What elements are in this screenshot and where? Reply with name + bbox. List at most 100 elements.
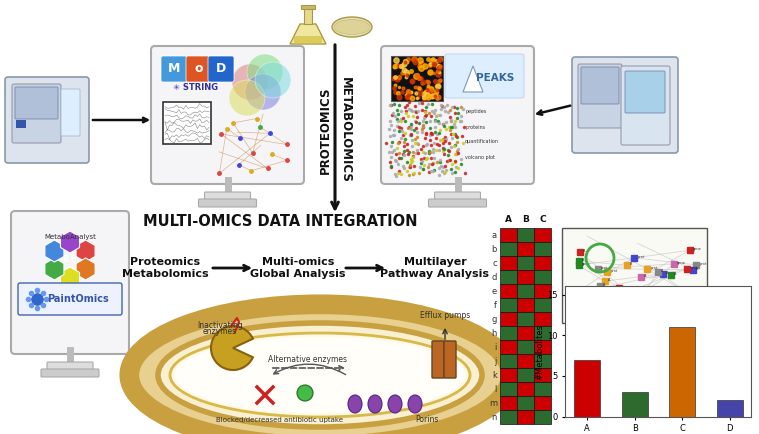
Text: c: c <box>493 259 497 267</box>
Text: Proteomics: Proteomics <box>130 257 200 267</box>
Text: ✳ STRING: ✳ STRING <box>173 83 218 92</box>
Bar <box>500 396 517 410</box>
Ellipse shape <box>348 395 362 413</box>
Text: prot: prot <box>699 262 707 266</box>
Bar <box>534 256 551 270</box>
FancyBboxPatch shape <box>199 199 257 207</box>
Text: A: A <box>660 269 663 273</box>
Bar <box>500 228 517 242</box>
Text: Pathway Analysis: Pathway Analysis <box>380 269 490 279</box>
Bar <box>534 312 551 326</box>
Bar <box>517 298 534 312</box>
Bar <box>669 327 695 417</box>
Text: gene: gene <box>581 262 591 266</box>
Bar <box>500 298 517 312</box>
Y-axis label: #Metabolites: #Metabolites <box>536 323 544 380</box>
Bar <box>534 340 551 354</box>
Bar <box>500 354 517 368</box>
Bar <box>500 326 517 340</box>
Text: PaintOmics: PaintOmics <box>47 294 109 304</box>
Bar <box>517 228 534 242</box>
Text: prot: prot <box>600 266 608 270</box>
Ellipse shape <box>125 300 515 434</box>
Bar <box>517 382 534 396</box>
Bar <box>534 354 551 368</box>
Bar <box>301 5 315 9</box>
Bar <box>517 340 534 354</box>
FancyBboxPatch shape <box>18 283 122 315</box>
Circle shape <box>297 385 313 401</box>
Text: m: m <box>489 398 497 408</box>
Text: PROTEOMICS: PROTEOMICS <box>319 86 332 174</box>
Text: d: d <box>492 273 497 282</box>
FancyBboxPatch shape <box>621 66 670 145</box>
FancyBboxPatch shape <box>572 57 678 153</box>
Bar <box>500 256 517 270</box>
Text: Multilayer: Multilayer <box>404 257 466 267</box>
Text: A: A <box>505 215 512 224</box>
Text: A: A <box>582 258 584 262</box>
Text: j: j <box>495 356 497 365</box>
FancyBboxPatch shape <box>581 67 619 104</box>
FancyBboxPatch shape <box>15 87 58 119</box>
Text: n: n <box>492 412 497 421</box>
Text: gene: gene <box>677 261 685 265</box>
Circle shape <box>255 62 291 98</box>
FancyBboxPatch shape <box>47 362 93 372</box>
Ellipse shape <box>175 337 465 413</box>
Bar <box>163 102 211 144</box>
Bar <box>500 242 517 256</box>
FancyBboxPatch shape <box>151 46 304 184</box>
Text: prot: prot <box>638 294 645 298</box>
Bar <box>517 410 534 424</box>
FancyBboxPatch shape <box>12 84 61 143</box>
Text: prot: prot <box>650 266 658 270</box>
Text: h: h <box>492 329 497 338</box>
Bar <box>534 382 551 396</box>
FancyBboxPatch shape <box>625 71 665 113</box>
Ellipse shape <box>388 395 402 413</box>
FancyBboxPatch shape <box>445 54 524 98</box>
Ellipse shape <box>332 17 372 37</box>
Polygon shape <box>463 66 483 92</box>
Text: g: g <box>492 315 497 323</box>
Text: A: A <box>673 272 676 276</box>
Text: quantification: quantification <box>465 139 499 145</box>
Text: MULTI-OMICS DATA INTEGRATION: MULTI-OMICS DATA INTEGRATION <box>143 214 417 230</box>
Text: A: A <box>603 283 605 287</box>
Bar <box>534 410 551 424</box>
Text: C: C <box>539 215 546 224</box>
Text: b: b <box>492 244 497 253</box>
Text: B: B <box>629 263 632 266</box>
Bar <box>534 368 551 382</box>
Bar <box>517 312 534 326</box>
Text: 8.0: 8.0 <box>63 256 77 264</box>
Ellipse shape <box>334 20 370 34</box>
Text: gene: gene <box>693 247 702 251</box>
Text: proteins: proteins <box>465 125 485 129</box>
Text: i: i <box>495 342 497 352</box>
FancyBboxPatch shape <box>444 341 456 378</box>
Circle shape <box>245 74 281 110</box>
Text: enzymes: enzymes <box>203 327 237 336</box>
Text: prot: prot <box>691 290 698 294</box>
Text: gene: gene <box>622 285 631 289</box>
Text: prot: prot <box>638 255 645 259</box>
Text: f: f <box>494 300 497 309</box>
Bar <box>391 56 443 101</box>
Bar <box>500 368 517 382</box>
Bar <box>517 396 534 410</box>
Bar <box>500 340 517 354</box>
FancyBboxPatch shape <box>186 56 212 82</box>
Text: e: e <box>492 286 497 296</box>
Text: o: o <box>195 62 203 76</box>
Bar <box>500 284 517 298</box>
Text: D: D <box>216 62 226 76</box>
Bar <box>622 392 647 417</box>
Bar <box>562 228 707 323</box>
Polygon shape <box>294 36 322 44</box>
Text: Efflux pumps: Efflux pumps <box>420 311 470 320</box>
Text: l: l <box>495 385 497 394</box>
Bar <box>500 270 517 284</box>
Text: volcano plot: volcano plot <box>465 155 495 160</box>
